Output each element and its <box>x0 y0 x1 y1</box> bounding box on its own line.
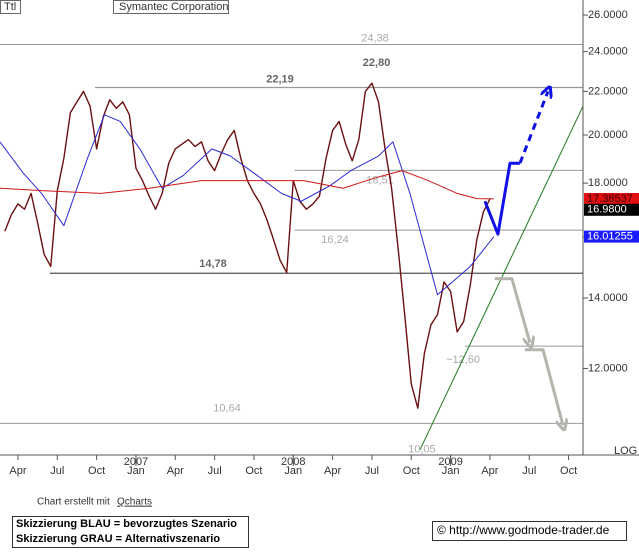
note: Skizzierung BLAU = bevorzugtes Szenario <box>16 518 237 530</box>
level-label: 24,38 <box>361 32 389 44</box>
price-tag-label: 16.01255 <box>587 231 633 243</box>
price-tag <box>584 230 639 243</box>
corner-box <box>0 0 21 14</box>
y-tick-label: 18.0000 <box>588 177 628 189</box>
notes-box <box>12 516 249 548</box>
corner-label: Ttl <box>4 1 16 13</box>
level-label: 10,64 <box>213 402 241 414</box>
price-tag <box>584 203 639 216</box>
year-label: 2008 <box>281 456 305 468</box>
x-tick-label: Jul <box>50 465 64 477</box>
credit: Chart erstellt mit <box>37 497 110 508</box>
x-tick-label: Apr <box>481 465 498 477</box>
x-tick-label: Apr <box>9 465 26 477</box>
title-box <box>113 0 229 14</box>
x-tick-label: Oct <box>560 465 577 477</box>
credit-link[interactable]: Qcharts <box>117 497 152 508</box>
y-tick-label: 12.0000 <box>588 362 628 374</box>
x-tick-label: Jan <box>284 465 302 477</box>
level-label: 22,19 <box>266 73 294 85</box>
note: Skizzierung GRAU = Alternativszenario <box>16 533 220 545</box>
x-tick-label: Jul <box>365 465 379 477</box>
y-tick-label: 26.0000 <box>588 9 628 21</box>
series-line <box>524 348 563 425</box>
year-label: 2007 <box>124 456 148 468</box>
x-tick-label: Oct <box>88 465 105 477</box>
series-line <box>483 161 520 236</box>
year-label: 2009 <box>438 456 462 468</box>
series-line <box>494 277 530 343</box>
x-tick-label: Apr <box>167 465 184 477</box>
series-line <box>0 170 494 200</box>
y-tick-label: 20.0000 <box>588 129 628 141</box>
scale-label: LOG <box>614 445 637 457</box>
price-tag-label: 16.9800 <box>587 204 627 216</box>
price-tag-label: 17.38537 <box>587 193 633 205</box>
x-tick-label: Oct <box>403 465 420 477</box>
x-tick-label: Jan <box>127 465 145 477</box>
chart-title: Symantec Corporation <box>119 1 228 13</box>
copyright-box <box>432 521 627 541</box>
x-tick-label: Apr <box>324 465 341 477</box>
series-line <box>518 91 548 164</box>
copyright: © http://www.godmode-trader.de <box>437 523 610 537</box>
level-label: 16,24 <box>321 234 349 246</box>
level-label: 14,78 <box>199 258 227 270</box>
plot-area: 24,3822,1918,5116,2414,78~12,6010,6422,8… <box>0 32 584 455</box>
price-tag <box>584 193 639 206</box>
level-label: 18,51 <box>366 174 394 186</box>
y-tick-label: 22.0000 <box>588 85 628 97</box>
x-tick-label: Oct <box>245 465 262 477</box>
y-tick-label: 14.0000 <box>588 292 628 304</box>
y-tick-label: 24.0000 <box>588 46 628 58</box>
x-tick-label: Jan <box>442 465 460 477</box>
annotation: 10,05 <box>408 443 436 455</box>
series-line <box>0 114 495 296</box>
x-tick-label: Jul <box>208 465 222 477</box>
annotation: 22,80 <box>363 57 391 69</box>
x-tick-label: Jul <box>522 465 536 477</box>
